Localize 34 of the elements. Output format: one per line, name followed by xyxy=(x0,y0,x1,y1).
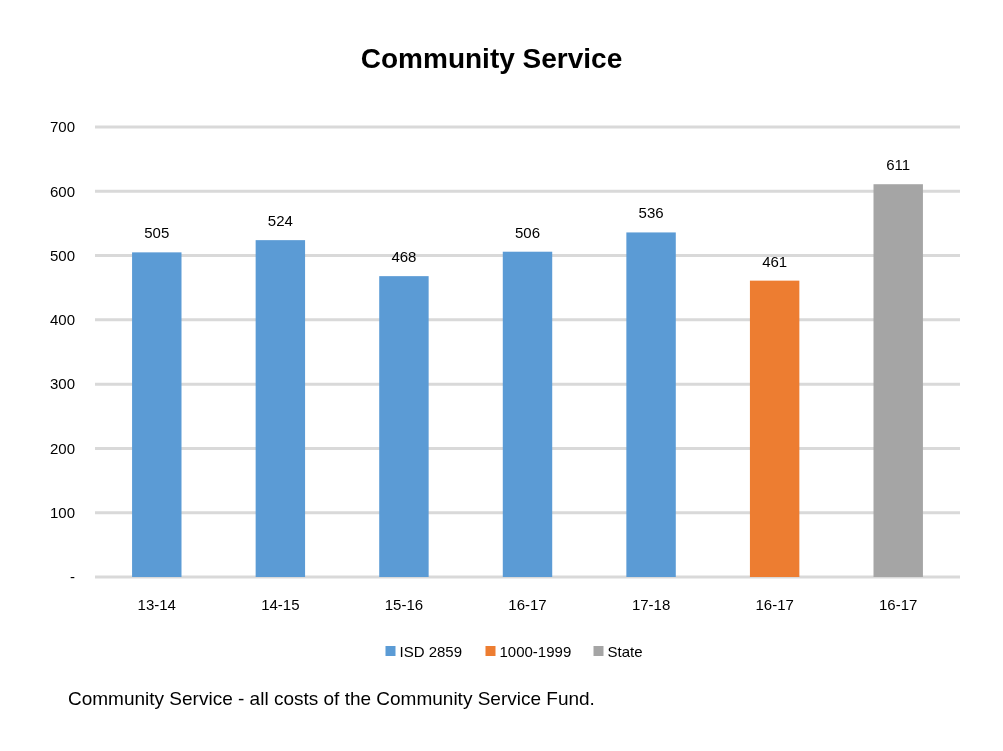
x-tick-label: 15-16 xyxy=(384,596,424,613)
y-tick-label: 200 xyxy=(49,439,75,457)
y-tick-label: 600 xyxy=(49,182,75,200)
bar xyxy=(132,252,182,577)
x-tick-label: 13-14 xyxy=(137,596,176,613)
chart-title: Community Service xyxy=(360,43,623,74)
y-tick-label: 100 xyxy=(49,503,75,521)
x-tick-label: 16-17 xyxy=(508,596,547,613)
legend-label: State xyxy=(607,643,643,661)
y-tick-label: 700 xyxy=(49,118,75,136)
data-label: 505 xyxy=(144,224,170,242)
y-tick-label: - xyxy=(70,568,75,586)
bar xyxy=(255,240,306,577)
y-tick-label: 300 xyxy=(49,375,75,393)
x-tick-label: 16-17 xyxy=(755,596,794,613)
bar xyxy=(749,280,800,577)
legend-label: 1000-1999 xyxy=(499,643,572,661)
legend-label: ISD 2859 xyxy=(399,643,463,661)
data-label: 461 xyxy=(762,252,788,270)
bar xyxy=(873,184,923,577)
data-label: 611 xyxy=(886,156,911,174)
data-label: 524 xyxy=(267,212,293,230)
data-label: 506 xyxy=(514,223,541,241)
y-tick-label: 400 xyxy=(49,311,75,329)
bar xyxy=(626,232,676,577)
data-label: 468 xyxy=(391,248,417,266)
x-tick-label: 17-18 xyxy=(631,596,671,613)
x-tick-label: 14-15 xyxy=(261,596,300,613)
bar xyxy=(379,276,429,577)
y-tick-label: 500 xyxy=(49,246,75,264)
bar xyxy=(502,251,553,577)
x-tick-label: 16-17 xyxy=(879,596,918,613)
text: Community Service - all costs of the Community Service Fund. xyxy=(68,688,595,709)
data-label: 536 xyxy=(638,204,664,222)
